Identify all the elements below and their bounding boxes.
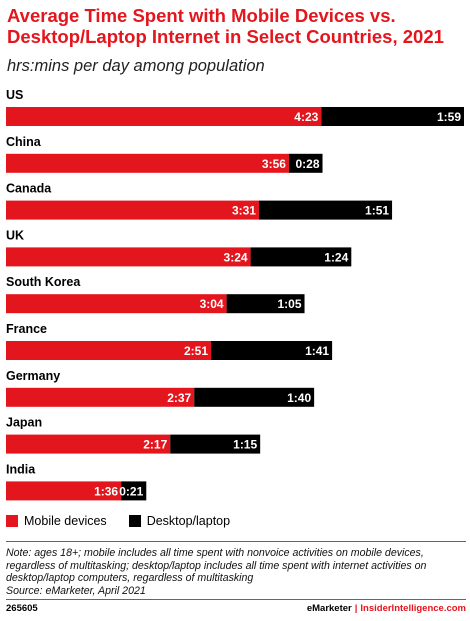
bar-mobile-us — [6, 107, 322, 126]
legend-swatch-desktop — [128, 515, 141, 527]
bar-mobile-japan — [6, 434, 171, 454]
data-label-desktop-india: 0:21 — [119, 484, 143, 498]
bar-mobile-germany — [6, 387, 195, 407]
bar-mobile-france — [6, 341, 212, 360]
data-label-mobile-france: 2:51 — [184, 344, 208, 358]
data-label-desktop-canada: 1:51 — [365, 204, 389, 218]
legend-swatch-mobile — [6, 515, 18, 527]
brand-credit: eMarketer | InsiderIntelligence.com — [307, 603, 466, 614]
bar-mobile-canada — [6, 200, 259, 220]
data-label-desktop-japan: 1:15 — [233, 438, 257, 452]
bar-mobile-china — [6, 153, 289, 173]
brand-emarketer: eMarketer — [306, 603, 352, 614]
note-block: Note: ages 18+; mobile includes all time… — [6, 547, 468, 597]
chart-id: 265605 — [6, 603, 38, 614]
data-label-desktop-us: 1:59 — [437, 110, 461, 124]
data-label-mobile-canada: 3:31 — [232, 204, 256, 218]
category-label-japan: Japan — [6, 416, 42, 430]
data-label-mobile-india: 1:36 — [94, 484, 118, 498]
bar-desktop-canada — [258, 200, 393, 220]
bar-mobile-south-korea — [6, 294, 227, 314]
legend-label-mobile: Mobile devices — [24, 514, 107, 528]
divider-top — [6, 541, 466, 542]
chart-subtitle: hrs:mins per day among population — [7, 57, 265, 75]
chart-title: Average Time Spent with Mobile Devices v… — [7, 5, 444, 47]
bar-desktop-japan — [170, 434, 261, 454]
category-label-china: China — [6, 135, 42, 149]
category-label-india: India — [6, 462, 36, 476]
footer: 265605 eMarketer | InsiderIntelligence.com — [6, 603, 466, 614]
brand-insider: InsiderIntelligence.com — [360, 603, 466, 614]
brand-separator: | — [354, 603, 358, 614]
data-label-desktop-south-korea: 1:05 — [278, 297, 302, 311]
data-label-mobile-china: 3:56 — [262, 157, 286, 171]
legend-item-desktop: Desktop/laptop — [128, 514, 231, 528]
data-label-desktop-uk: 1:24 — [324, 250, 348, 264]
bar-mobile-india — [6, 481, 122, 501]
bar-desktop-china — [288, 153, 323, 173]
bar-desktop-south-korea — [226, 294, 305, 314]
legend-label-desktop: Desktop/laptop — [146, 514, 231, 528]
category-label-germany: Germany — [6, 369, 60, 383]
bar-desktop-germany — [194, 387, 315, 407]
category-label-france: France — [6, 322, 47, 336]
legend: Mobile devices Desktop/laptop — [6, 514, 252, 528]
category-label-us: US — [6, 88, 23, 102]
note-text: Note: ages 18+; mobile includes all time… — [6, 547, 427, 584]
source-text: Source: eMarketer, April 2021 — [6, 584, 146, 597]
data-label-mobile-uk: 3:24 — [224, 250, 248, 264]
data-label-mobile-south-korea: 3:04 — [200, 297, 224, 311]
bar-desktop-us — [321, 107, 464, 126]
data-label-mobile-germany: 2:37 — [167, 391, 191, 405]
divider-bottom — [6, 599, 466, 600]
legend-item-mobile: Mobile devices — [6, 514, 107, 528]
data-label-desktop-germany: 1:40 — [287, 391, 311, 405]
category-label-uk: UK — [6, 228, 24, 242]
bar-desktop-india — [121, 481, 147, 501]
bar-mobile-uk — [6, 247, 251, 267]
category-label-canada: Canada — [6, 182, 52, 196]
data-label-mobile-japan: 2:17 — [143, 438, 167, 452]
bar-desktop-france — [211, 341, 333, 360]
data-label-desktop-china: 0:28 — [295, 157, 319, 171]
category-label-south-korea: South Korea — [6, 275, 81, 289]
stacked-bar-chart: US 4:23 1:59 China 3:56 0:28 Canada 3:31 1:51 UK 3… — [6, 88, 464, 501]
bar-desktop-uk — [250, 247, 352, 267]
data-label-desktop-france: 1:41 — [305, 344, 329, 358]
data-label-mobile-us: 4:23 — [294, 110, 318, 124]
